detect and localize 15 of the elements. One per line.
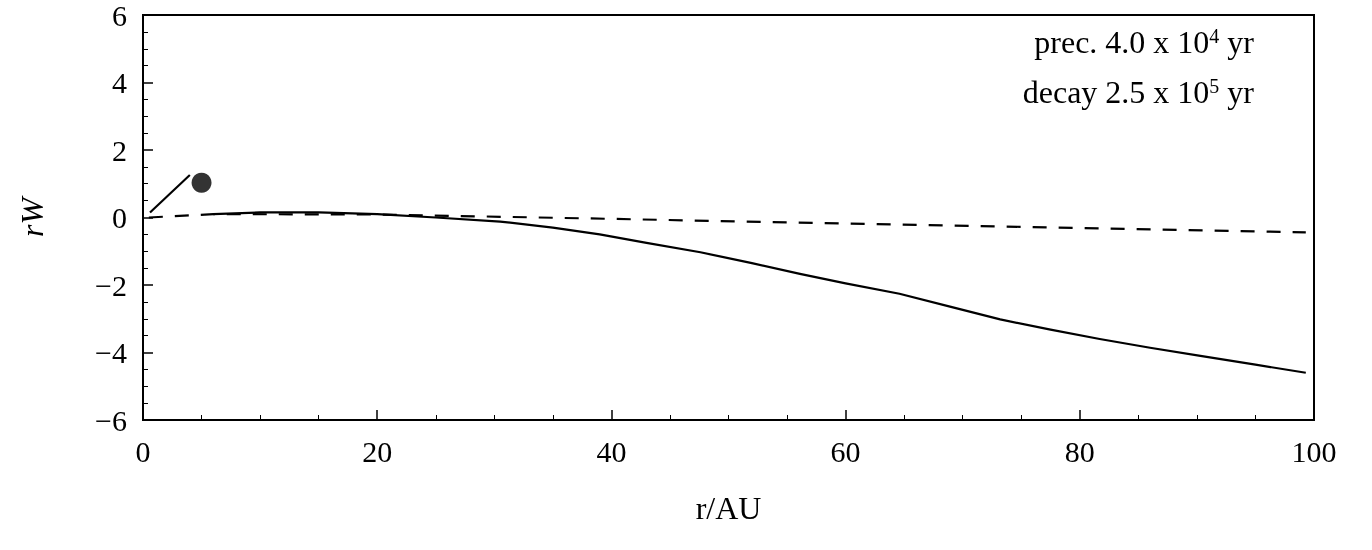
x-tick-label: 20: [362, 434, 393, 468]
x-tick-label: 40: [596, 434, 627, 468]
x-axis-title: r/AU: [695, 490, 762, 526]
x-tick-label: 0: [135, 434, 151, 468]
y-tick-label: 4: [112, 66, 127, 99]
x-tick-label: 100: [1291, 434, 1337, 468]
y-tick-label: 0: [112, 201, 127, 234]
y-tick-label: −4: [95, 336, 127, 369]
y-tick-label: 2: [112, 133, 127, 167]
y-axis-title: rW: [14, 194, 50, 238]
y-tick-label: −2: [95, 268, 127, 302]
x-tick-label: 80: [1064, 434, 1095, 468]
y-tick-label: −6: [95, 403, 127, 437]
x-tick-label: 60: [830, 434, 861, 468]
y-tick-label: 6: [112, 0, 127, 32]
